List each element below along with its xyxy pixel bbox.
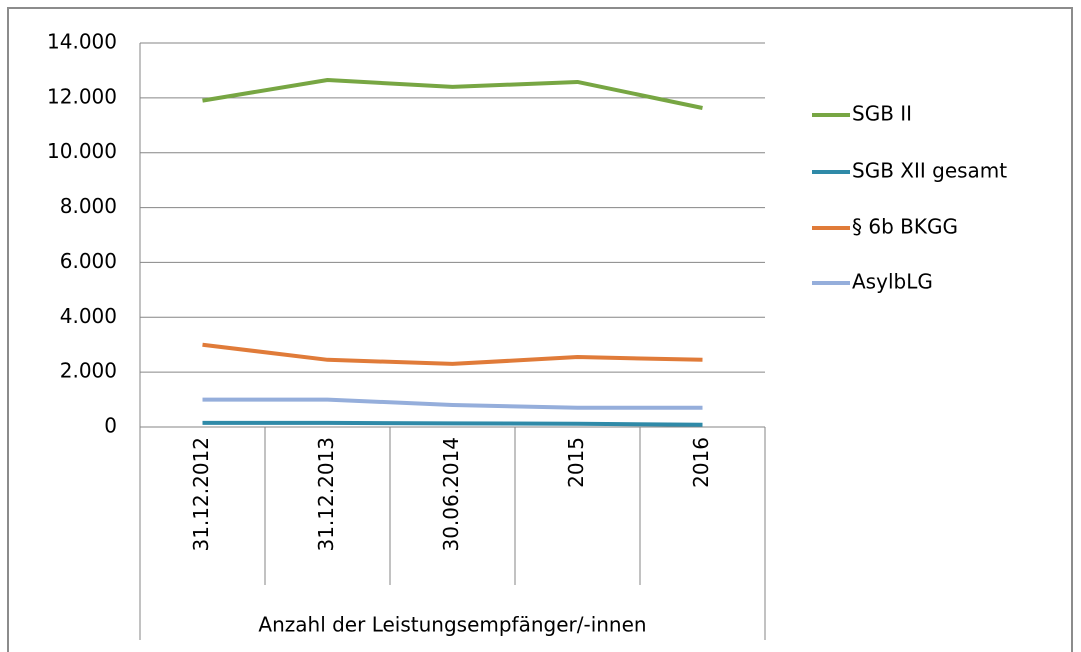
series-line: [202, 78, 703, 110]
y-tick-label: 6.000: [60, 249, 117, 273]
chart-border: [7, 7, 1073, 652]
legend-label: § 6b BKGG: [852, 215, 958, 239]
series-line: [202, 342, 703, 366]
legend-label: SGB II: [852, 102, 912, 126]
x-tick-label: 31.12.2013: [314, 437, 338, 552]
x-tick-label: 30.06.2014: [439, 437, 463, 552]
x-tick-label: 2015: [564, 437, 588, 488]
category-group-label: Anzahl der Leistungsempfänger/-innen: [258, 613, 646, 637]
x-tick-label: 2016: [689, 437, 713, 488]
x-tick-label: 31.12.2012: [189, 437, 213, 552]
y-tick-label: 12.000: [47, 84, 117, 108]
series-line: [202, 397, 703, 410]
y-tick-label: 14.000: [47, 30, 117, 54]
y-tick-label: 4.000: [60, 304, 117, 328]
y-tick-label: 8.000: [60, 194, 117, 218]
legend-label: SGB XII gesamt: [852, 159, 1007, 183]
y-tick-label: 2.000: [60, 359, 117, 383]
y-tick-label: 10.000: [47, 139, 117, 163]
series-line: [202, 420, 703, 427]
legend-label: AsylbLG: [852, 270, 933, 294]
y-tick-label: 0: [104, 414, 117, 438]
